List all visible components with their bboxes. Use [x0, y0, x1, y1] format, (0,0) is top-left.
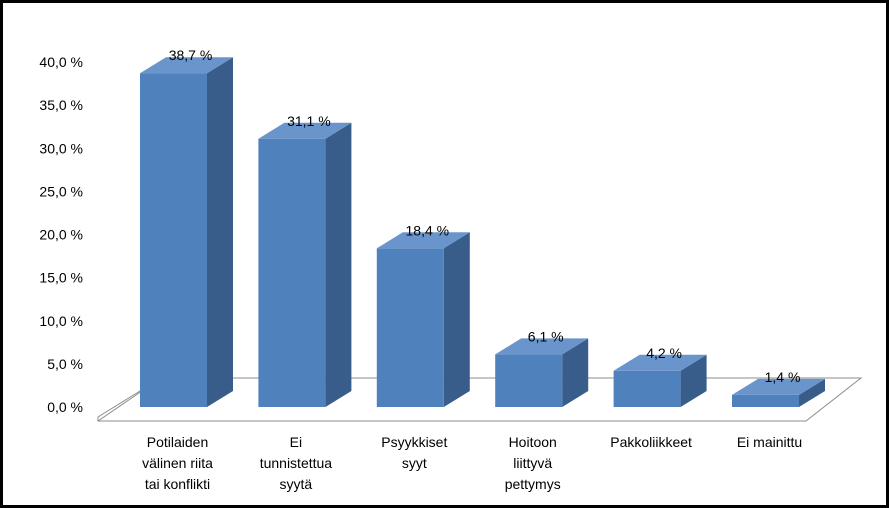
bar-side	[680, 354, 707, 407]
bar-front	[732, 394, 799, 407]
y-tick-label: 20,0 %	[39, 227, 83, 243]
y-tick-label: 40,0 %	[39, 54, 83, 70]
bar-chart: 0,0 % 5,0 % 10,0 % 15,0 % 20,0 % 25,0 % 30,0 %…	[39, 47, 863, 492]
bar	[140, 57, 233, 408]
data-label: 38,7 %	[169, 47, 213, 63]
bar-top	[376, 232, 470, 249]
bar-side	[562, 338, 589, 407]
y-tick-label: 15,0 %	[39, 270, 83, 286]
bar-top	[732, 378, 825, 395]
bar-front	[140, 73, 207, 408]
y-tick-label: 35,0 %	[39, 97, 83, 113]
data-label: 1,4 %	[765, 369, 801, 385]
y-tick-label: 5,0 %	[47, 356, 83, 372]
bar-side	[325, 122, 352, 407]
bar-front	[495, 354, 563, 407]
bar-top	[140, 57, 233, 74]
category-label: Hoitoon liittyvä pettymys	[505, 434, 561, 492]
bar-top	[495, 338, 589, 355]
bar-top	[613, 354, 707, 371]
bar-side	[443, 232, 470, 407]
y-tick-label: 10,0 %	[39, 313, 83, 329]
bar-side	[207, 57, 233, 408]
y-tick-label: 30,0 %	[39, 140, 83, 156]
chart-frame: 0,0 % 5,0 % 10,0 % 15,0 % 20,0 % 25,0 % 30,0 %…	[3, 3, 886, 505]
bar-side	[799, 378, 825, 407]
bar	[495, 338, 589, 407]
bar-front	[613, 370, 681, 407]
category-label: Ei mainittu	[737, 434, 802, 450]
bar	[732, 378, 825, 407]
bar-top	[258, 122, 352, 139]
bar	[613, 354, 707, 407]
data-label: 4,2 %	[646, 345, 682, 361]
bar-front	[258, 138, 326, 407]
data-label: 18,4 %	[406, 222, 450, 238]
bar	[258, 122, 352, 407]
bar-front	[376, 248, 444, 407]
category-label: Ei tunnistettua syytä	[260, 434, 333, 492]
category-label: Psyykkiset syyt	[381, 434, 447, 471]
category-label: Pakkoliikkeet	[610, 434, 692, 450]
y-tick-label: 25,0 %	[39, 183, 83, 199]
bar	[376, 232, 470, 407]
data-label: 6,1 %	[528, 328, 564, 344]
y-tick-label: 0,0 %	[47, 399, 83, 415]
category-label: Potilaiden välinen riita tai konflikti	[142, 434, 213, 492]
data-label: 31,1 %	[287, 113, 331, 129]
